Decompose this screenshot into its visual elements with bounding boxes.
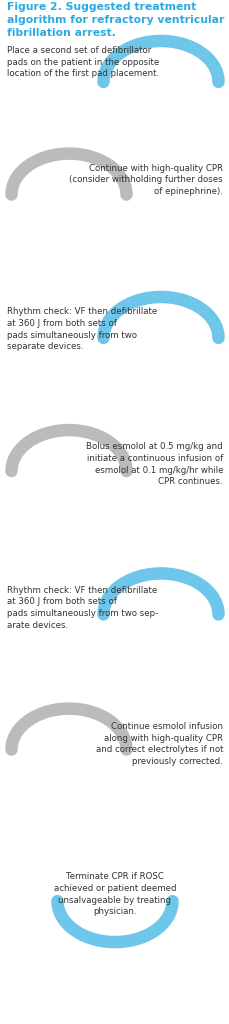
Text: Continue with high-quality CPR
(consider withholding further doses
of epinephrin: Continue with high-quality CPR (consider… xyxy=(69,164,222,197)
Text: Rhythm check: VF then defibrillate
at 360 J from both sets of
pads simultaneousl: Rhythm check: VF then defibrillate at 36… xyxy=(7,307,156,351)
Text: Place a second set of defibrillator
pads on the patient in the opposite
location: Place a second set of defibrillator pads… xyxy=(7,46,158,79)
Text: Continue esmolol infusion
along with high-quality CPR
and correct electrolytes i: Continue esmolol infusion along with hig… xyxy=(95,722,222,766)
Text: Bolus esmolol at 0.5 mg/kg and
initiate a continuous infusion of
esmolol at 0.1 : Bolus esmolol at 0.5 mg/kg and initiate … xyxy=(86,442,222,486)
Text: Terminate CPR if ROSC
achieved or patient deemed
unsalvageable by treating
physi: Terminate CPR if ROSC achieved or patien… xyxy=(54,872,175,916)
Text: Rhythm check: VF then defibrillate
at 360 J from both sets of
pads simultaneousl: Rhythm check: VF then defibrillate at 36… xyxy=(7,586,158,630)
Text: Figure 2. Suggested treatment
algorithm for refractory ventricular
fibrillation : Figure 2. Suggested treatment algorithm … xyxy=(7,2,223,38)
